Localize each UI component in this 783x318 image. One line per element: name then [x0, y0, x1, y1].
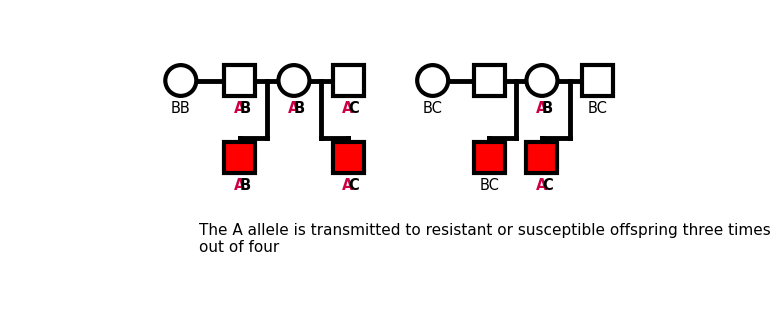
- Text: B: B: [240, 178, 251, 193]
- Text: B: B: [240, 101, 251, 116]
- Bar: [333, 65, 363, 96]
- Circle shape: [526, 65, 557, 96]
- Text: B: B: [542, 101, 553, 116]
- Bar: [224, 142, 255, 173]
- Bar: [333, 142, 363, 173]
- Text: The A allele is transmitted to resistant or susceptible offspring three times: The A allele is transmitted to resistant…: [199, 223, 770, 238]
- Text: BC: BC: [588, 101, 608, 116]
- Bar: [474, 142, 505, 173]
- Circle shape: [165, 65, 197, 96]
- Bar: [224, 65, 255, 96]
- Text: C: C: [348, 178, 359, 193]
- Text: A: A: [536, 178, 547, 193]
- Text: C: C: [542, 178, 553, 193]
- Text: A: A: [234, 178, 245, 193]
- Text: C: C: [348, 101, 359, 116]
- Circle shape: [417, 65, 448, 96]
- Text: BC: BC: [423, 101, 442, 116]
- Circle shape: [279, 65, 309, 96]
- Bar: [474, 65, 505, 96]
- Text: A: A: [536, 101, 547, 116]
- Text: A: A: [342, 178, 354, 193]
- Text: A: A: [288, 101, 299, 116]
- Text: BC: BC: [479, 178, 500, 193]
- Text: A: A: [234, 101, 245, 116]
- Bar: [526, 142, 557, 173]
- Text: A: A: [342, 101, 354, 116]
- Bar: [583, 65, 613, 96]
- Text: out of four: out of four: [199, 240, 279, 255]
- Text: BB: BB: [171, 101, 191, 116]
- Text: B: B: [294, 101, 305, 116]
